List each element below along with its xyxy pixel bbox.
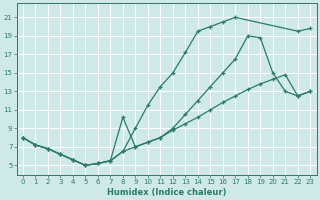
X-axis label: Humidex (Indice chaleur): Humidex (Indice chaleur) [107, 188, 226, 197]
